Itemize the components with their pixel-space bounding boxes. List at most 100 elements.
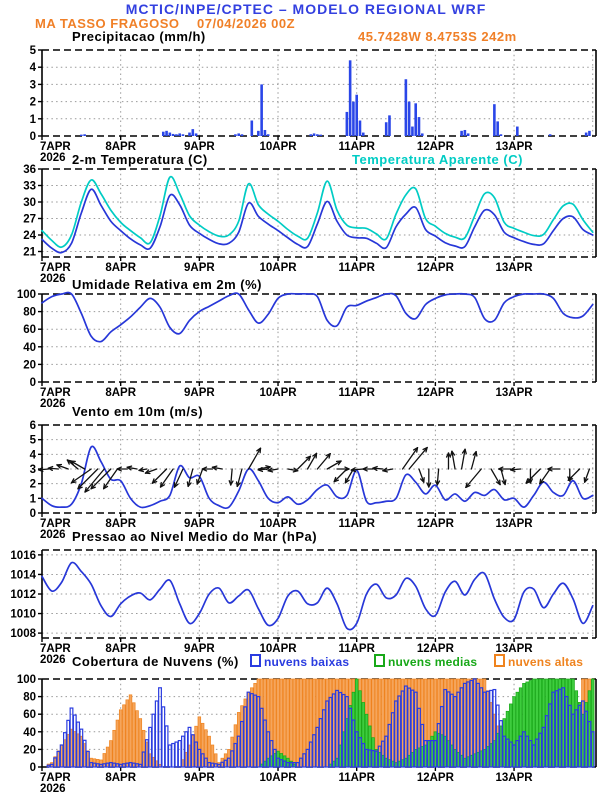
svg-text:0: 0 [30,508,36,520]
svg-text:60: 60 [23,324,36,336]
svg-text:7APR: 7APR [40,772,71,784]
panel-title-wind: Vento em 10m (m/s) [72,404,204,419]
svg-text:10APR: 10APR [259,772,297,784]
svg-text:40: 40 [23,727,36,739]
svg-text:10APR: 10APR [259,387,297,399]
svg-text:11APR: 11APR [338,772,375,784]
svg-text:3: 3 [30,464,36,476]
svg-text:1010: 1010 [10,609,36,621]
svg-text:5: 5 [30,435,37,447]
svg-text:21: 21 [23,247,36,259]
svg-text:4: 4 [30,62,37,74]
svg-text:12APR: 12APR [417,262,455,274]
svg-text:0: 0 [30,377,36,389]
svg-text:4: 4 [30,449,37,461]
mid-clouds-swatch-icon [374,654,385,667]
svg-text:7APR: 7APR [40,518,71,530]
svg-text:11APR: 11APR [338,387,375,399]
svg-text:2026: 2026 [40,783,66,792]
legend-high-clouds: nuvens altas [494,654,583,669]
svg-text:24: 24 [23,230,36,242]
svg-text:9APR: 9APR [184,262,215,274]
legend-low-clouds: nuvens baixas [250,654,349,669]
legend-mid-clouds: nuvens medias [374,654,477,669]
svg-text:13APR: 13APR [496,772,534,784]
svg-text:10APR: 10APR [259,262,297,274]
svg-text:0: 0 [30,762,36,774]
svg-text:8APR: 8APR [105,262,136,274]
svg-text:8APR: 8APR [105,387,136,399]
svg-text:10APR: 10APR [259,141,297,153]
svg-text:2: 2 [30,97,36,109]
svg-text:10APR: 10APR [259,518,297,530]
svg-text:6: 6 [30,420,36,432]
svg-text:36: 36 [23,164,36,176]
svg-text:2026: 2026 [40,398,66,410]
svg-text:80: 80 [23,307,36,319]
svg-text:2: 2 [30,479,36,491]
svg-text:9APR: 9APR [184,387,215,399]
svg-text:1: 1 [30,114,37,126]
svg-text:12APR: 12APR [417,643,455,655]
svg-text:9APR: 9APR [184,141,215,153]
svg-text:9APR: 9APR [184,772,215,784]
svg-text:8APR: 8APR [105,518,136,530]
svg-text:7APR: 7APR [40,262,71,274]
svg-text:10APR: 10APR [259,643,297,655]
low-clouds-swatch-icon [250,654,261,667]
svg-text:2026: 2026 [40,273,66,285]
svg-text:8APR: 8APR [105,772,136,784]
svg-text:13APR: 13APR [496,643,534,655]
svg-text:20: 20 [23,359,36,371]
svg-text:7APR: 7APR [40,387,71,399]
svg-text:13APR: 13APR [496,141,534,153]
svg-text:11APR: 11APR [338,262,375,274]
svg-text:2026: 2026 [40,152,66,164]
svg-text:11APR: 11APR [338,141,375,153]
svg-text:9APR: 9APR [184,643,215,655]
high-clouds-swatch-icon [494,654,505,667]
svg-text:12APR: 12APR [417,141,455,153]
svg-text:20: 20 [23,744,36,756]
legend-apparent-temperature: Temperatura Aparente (C) [352,152,523,167]
svg-text:8APR: 8APR [105,141,136,153]
svg-text:13APR: 13APR [496,518,534,530]
svg-text:5: 5 [30,45,37,57]
svg-text:27: 27 [23,214,36,226]
svg-text:100: 100 [17,674,36,686]
svg-text:40: 40 [23,342,36,354]
panel-title-humidity: Umidade Relativa em 2m (%) [72,277,263,292]
panel-title-temperature: 2-m Temperatura (C) [72,152,208,167]
svg-text:1008: 1008 [10,628,36,640]
svg-text:7APR: 7APR [40,141,71,153]
svg-text:1012: 1012 [10,589,36,601]
svg-text:1014: 1014 [10,569,36,581]
svg-text:7APR: 7APR [40,643,71,655]
svg-text:12APR: 12APR [417,387,455,399]
svg-text:1: 1 [30,493,37,505]
svg-text:100: 100 [17,289,36,301]
svg-text:30: 30 [23,197,36,209]
panel-title-clouds: Cobertura de Nuvens (%) [72,654,239,669]
panel-title-precipitation: Precipitacao (mm/h) [72,29,206,44]
svg-text:33: 33 [23,181,36,193]
svg-text:0: 0 [30,131,36,143]
svg-text:12APR: 12APR [417,772,455,784]
svg-text:9APR: 9APR [184,518,215,530]
svg-text:80: 80 [23,692,36,704]
svg-text:11APR: 11APR [338,518,375,530]
panel-title-pressure: Pressao ao Nivel Medio do Mar (hPa) [72,529,318,544]
svg-text:13APR: 13APR [496,387,534,399]
svg-text:2026: 2026 [40,654,66,666]
svg-text:8APR: 8APR [105,643,136,655]
svg-text:1016: 1016 [10,550,36,562]
svg-text:60: 60 [23,709,36,721]
svg-text:3: 3 [30,79,36,91]
svg-text:13APR: 13APR [496,262,534,274]
run-datetime: 07/04/2026 00Z [197,16,296,31]
svg-text:12APR: 12APR [417,518,455,530]
station-name: MA TASSO FRAGOSO [35,16,180,31]
svg-text:11APR: 11APR [338,643,375,655]
